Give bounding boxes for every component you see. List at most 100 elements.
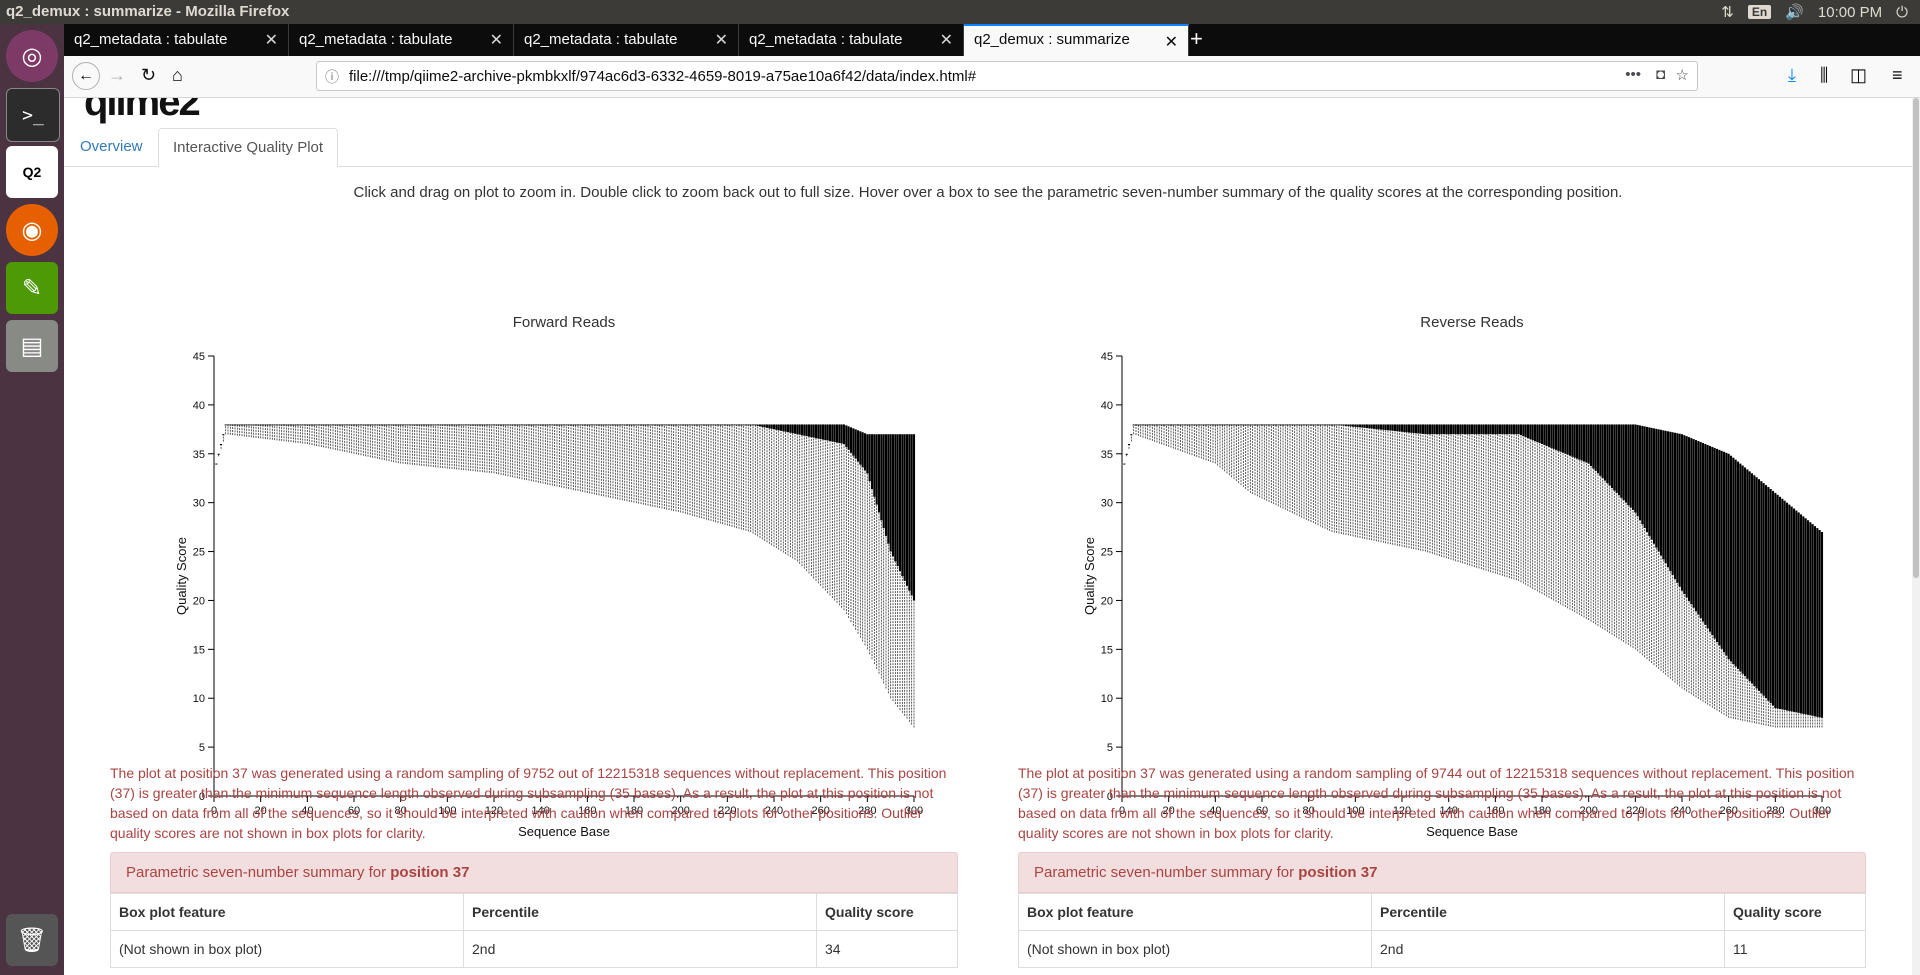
box (1491, 424, 1495, 435)
new-tab-button[interactable]: + (1190, 26, 1203, 51)
pocket-icon[interactable]: ◘ (1655, 66, 1665, 83)
box (1249, 424, 1252, 426)
box (1533, 424, 1537, 442)
box (257, 424, 260, 426)
box (1617, 424, 1621, 496)
volume-icon[interactable]: 🔊 (1785, 4, 1804, 21)
box (1270, 424, 1273, 426)
library-icon[interactable]: ⫼ (1820, 65, 1829, 85)
y-tick-label: 10 (193, 693, 205, 705)
keyboard-layout-indicator[interactable]: En (1747, 5, 1772, 19)
url-text[interactable]: file:///tmp/qiime2-archive-pkmbkxlf/974a… (349, 68, 977, 85)
bookmark-star-icon[interactable]: ☆ (1675, 67, 1689, 84)
trash-icon[interactable]: 🗑 (6, 914, 58, 966)
close-icon[interactable]: ✕ (489, 32, 503, 49)
forward-reads-chart[interactable]: Forward Reads 0 5 10 15 20 25 30 35 40 45 0 20 40 60 80… (104, 216, 934, 846)
box (341, 424, 344, 426)
box (490, 424, 493, 426)
box (1811, 524, 1814, 716)
close-icon[interactable]: ✕ (714, 32, 728, 49)
box (1468, 424, 1471, 435)
box (1671, 432, 1674, 576)
file-cabinet-icon[interactable]: ▤ (6, 320, 58, 372)
home-icon[interactable]: ⌂ (172, 65, 183, 85)
box (1613, 424, 1616, 491)
browser-tab[interactable]: q2_metadata : tabulate ✕ (514, 24, 739, 56)
downloads-icon[interactable]: ⤓ (1788, 65, 1796, 85)
summary-table: Box plot feature Percentile Quality score … (1018, 893, 1866, 968)
tab-label: q2_metadata : tabulate (74, 31, 228, 48)
box (1435, 424, 1439, 435)
info-icon[interactable]: ⓘ (325, 69, 339, 85)
box (478, 424, 482, 426)
terminal-icon[interactable]: >_ (6, 88, 60, 142)
page-scrollbar[interactable] (1912, 98, 1920, 975)
box (586, 424, 589, 426)
close-icon[interactable]: ✕ (1164, 34, 1178, 51)
browser-tab[interactable]: q2_metadata : tabulate ✕ (289, 24, 514, 56)
box (1741, 465, 1744, 674)
box (315, 424, 318, 426)
page-actions-icon[interactable]: ••• (1625, 66, 1641, 83)
box (1732, 457, 1735, 664)
sidebar-icon[interactable]: ◫ (1850, 65, 1868, 85)
box (385, 424, 388, 426)
menu-icon[interactable]: ≡ (1892, 65, 1903, 85)
box (350, 424, 353, 426)
power-icon[interactable]: ⏻ (1896, 3, 1908, 21)
text-editor-icon[interactable]: ✎ (6, 262, 58, 314)
url-bar[interactable]: ⓘ file:///tmp/qiime2-archive-pkmbkxlf/97… (316, 61, 1698, 91)
back-arrow-icon[interactable]: ← (72, 62, 100, 90)
box (817, 424, 820, 439)
browser-tab[interactable]: q2_metadata : tabulate ✕ (64, 24, 289, 56)
reverse-reads-plot[interactable]: Reverse Reads 0 5 10 15 20 25 30 35 40 45 0 20 40 60 80… (1012, 216, 1842, 846)
box (348, 424, 351, 426)
box (299, 424, 302, 426)
box (1722, 451, 1726, 653)
reverse-reads-chart[interactable]: Reverse Reads 0 5 10 15 20 25 30 35 40 45 0 20 40 60 80… (1012, 216, 1842, 846)
browser-tab[interactable]: q2_metadata : tabulate ✕ (739, 24, 964, 56)
firefox-icon[interactable]: ◉ (6, 204, 58, 256)
tab-overview[interactable]: Overview (80, 138, 143, 155)
qiime2-icon[interactable]: Q2 (6, 146, 58, 198)
box (1356, 424, 1359, 428)
box (236, 424, 239, 426)
y-axis-label: Quality Score (174, 537, 189, 615)
forward-arrow-icon[interactable]: → (108, 65, 126, 85)
close-icon[interactable]: ✕ (939, 32, 953, 49)
box (329, 424, 332, 426)
ubuntu-dash-icon[interactable]: ◎ (6, 30, 58, 82)
box (1561, 424, 1565, 453)
box (1377, 424, 1380, 430)
box (726, 424, 729, 426)
box (1291, 424, 1294, 426)
close-icon[interactable]: ✕ (264, 32, 278, 49)
clock[interactable]: 10:00 PM (1817, 3, 1883, 21)
box (1585, 424, 1588, 463)
box (621, 424, 624, 426)
scrollbar-thumb[interactable] (1913, 98, 1919, 578)
tab-interactive-quality-plot[interactable]: Interactive Quality Plot (158, 128, 339, 167)
box (1211, 424, 1215, 426)
box (807, 424, 811, 437)
reload-icon[interactable]: ↻ (141, 65, 157, 85)
box (387, 424, 391, 426)
box (579, 424, 582, 426)
box (378, 424, 381, 426)
box (373, 424, 377, 426)
network-icon[interactable]: ⇅ (1721, 4, 1734, 21)
box (1643, 426, 1646, 529)
box (735, 424, 738, 426)
browser-tab-active[interactable]: q2_demux : summarize ✕ (964, 24, 1189, 56)
box (898, 434, 902, 572)
box (1298, 424, 1301, 426)
box (1774, 492, 1777, 708)
box (719, 424, 722, 426)
box (352, 424, 356, 426)
box (1148, 424, 1152, 426)
box (1538, 424, 1541, 444)
box (1589, 424, 1593, 466)
x-tick-label: 160 (578, 805, 596, 817)
forward-reads-plot[interactable]: Forward Reads 0 5 10 15 20 25 30 35 40 45 0 20 40 60 80… (104, 216, 934, 846)
box (723, 424, 727, 426)
